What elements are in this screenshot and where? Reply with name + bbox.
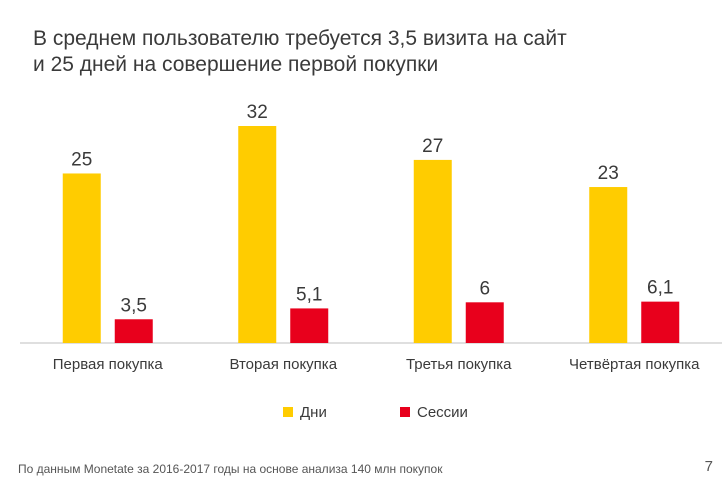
chart-title: В среднем пользователю требуется 3,5 виз… [33, 26, 567, 78]
bar-Дни-1 [62, 173, 101, 343]
data-label: 6,1 [647, 278, 673, 299]
data-label: 6 [479, 278, 490, 299]
bar-Сессии-4 [641, 301, 680, 343]
bar-Дни-2 [238, 126, 277, 343]
data-label: 3,5 [121, 295, 147, 316]
bar-Сессии-2 [290, 308, 329, 343]
bar-Сессии-3 [465, 302, 504, 343]
bar-Дни-4 [589, 187, 628, 343]
x-tick-label: Первая покупка [53, 356, 164, 373]
source-footnote: По данным Monetate за 2016-2017 годы на … [18, 462, 443, 476]
data-label: 23 [598, 163, 619, 184]
x-tick-label: Вторая покупка [229, 356, 337, 373]
bar-Дни-3 [413, 159, 452, 343]
legend-swatch-1 [283, 407, 293, 417]
legend-label: Дни [300, 404, 327, 421]
bar-Сессии-1 [114, 319, 153, 343]
legend-label: Сессии [417, 404, 468, 421]
x-tick-label: Четвёртая покупка [569, 356, 700, 373]
data-label: 27 [422, 136, 443, 157]
x-tick-label: Третья покупка [406, 356, 512, 373]
data-label: 25 [71, 149, 92, 170]
chart-title-line-2: и 25 дней на совершение первой покупки [33, 53, 439, 76]
chart-title-line-1: В среднем пользователю требуется 3,5 виз… [33, 27, 567, 50]
data-label: 5,1 [296, 284, 322, 305]
data-label: 32 [247, 102, 268, 123]
page-number: 7 [704, 458, 713, 475]
legend-swatch-2 [400, 407, 410, 417]
